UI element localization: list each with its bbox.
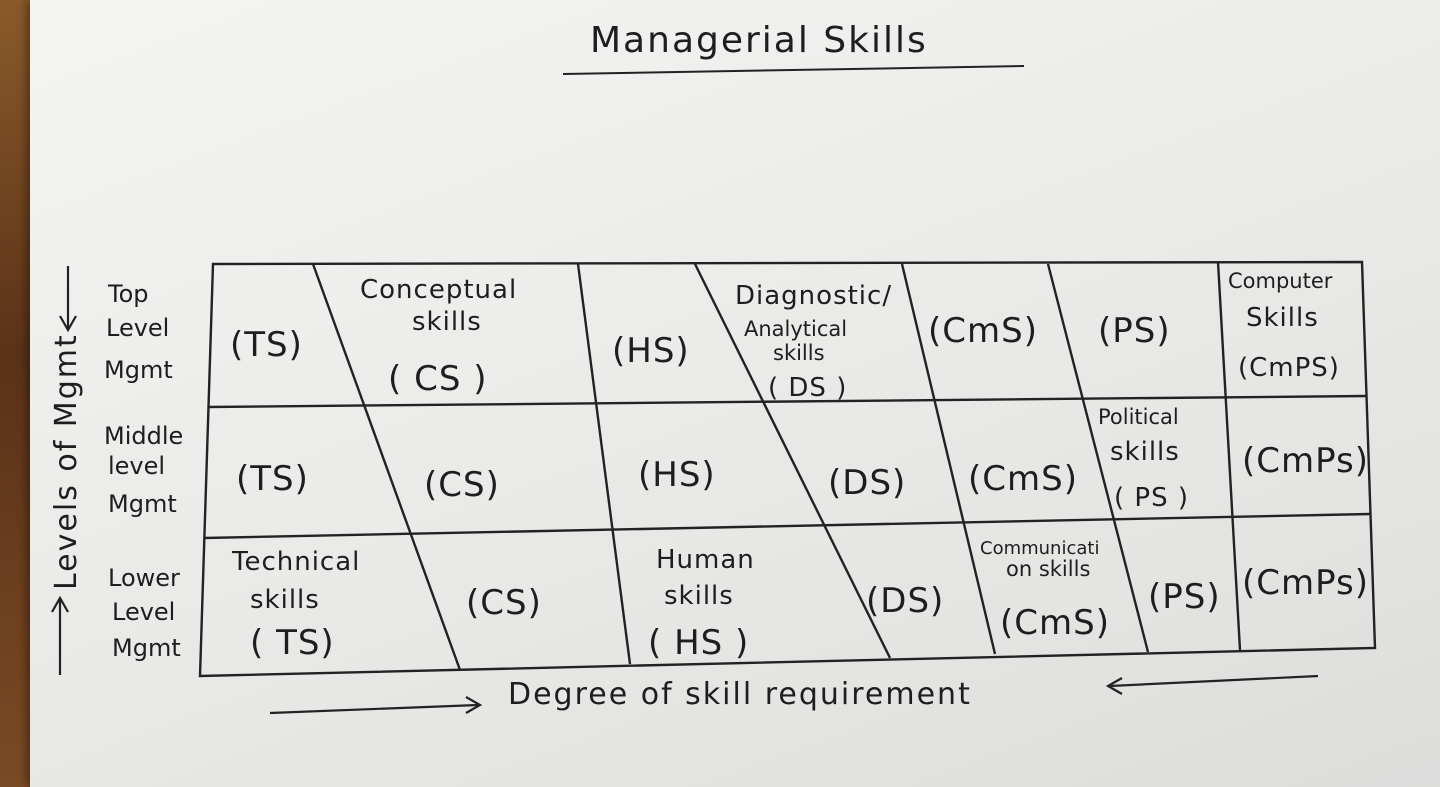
- lower-cs: (CS): [466, 583, 542, 623]
- middle-cs: (CS): [424, 465, 500, 505]
- svg-text:on skills: on skills: [1006, 557, 1090, 581]
- svg-text:Communicati: Communicati: [980, 538, 1099, 559]
- separator-cs-hs: [576, 263, 632, 665]
- top-ps: (PS): [1098, 311, 1171, 351]
- svg-text:Human: Human: [656, 545, 755, 575]
- lower-ps: (PS): [1148, 577, 1221, 617]
- svg-text:Mgmt: Mgmt: [108, 490, 177, 518]
- middle-ds: (DS): [828, 463, 906, 503]
- diagram-title: Managerial Skills: [590, 20, 928, 61]
- separator-ps-cmps: [1216, 261, 1242, 651]
- svg-text:skills: skills: [1110, 437, 1180, 467]
- svg-text:( PS ): ( PS ): [1114, 483, 1189, 513]
- row-label-middle: Middle level Mgmt: [104, 422, 183, 518]
- svg-text:( DS ): ( DS ): [768, 373, 847, 403]
- svg-text:skills: skills: [250, 585, 320, 615]
- svg-text:Level: Level: [112, 598, 175, 626]
- separator-ts-cs: [311, 263, 462, 671]
- grid-lines: [198, 260, 1377, 678]
- middle-ts: (TS): [236, 459, 309, 499]
- svg-text:Lower: Lower: [108, 564, 180, 592]
- row-divider-2: [203, 512, 1371, 540]
- svg-text:(CmPS): (CmPS): [1238, 353, 1340, 383]
- top-ts: (TS): [230, 325, 303, 365]
- lower-cms: Communicati on skills (CmS): [980, 538, 1110, 643]
- top-cs: Conceptual skills ( CS ): [360, 275, 517, 399]
- svg-text:( CS ): ( CS ): [388, 359, 487, 399]
- svg-text:Political: Political: [1098, 405, 1179, 429]
- svg-text:(CmS): (CmS): [1000, 603, 1110, 643]
- separator-hs-ds: [693, 263, 892, 659]
- row-label-lower: Lower Level Mgmt: [108, 564, 181, 662]
- top-cmps: Computer Skills (CmPS): [1228, 269, 1340, 383]
- lower-hs: Human skills ( HS ): [648, 545, 755, 663]
- top-cms: (CmS): [928, 311, 1038, 351]
- svg-text:Skills: Skills: [1246, 303, 1319, 333]
- x-axis-label: Degree of skill requirement: [508, 677, 972, 712]
- separator-ds-cms: [900, 263, 997, 655]
- svg-text:Mgmt: Mgmt: [104, 356, 173, 384]
- y-axis-arrow-down: [59, 266, 77, 333]
- title-underline: [562, 65, 1025, 75]
- svg-text:skills: skills: [773, 341, 825, 365]
- svg-text:Level: Level: [106, 314, 169, 342]
- top-ds: Diagnostic/ Analytical skills ( DS ): [735, 281, 892, 403]
- y-axis-arrow-up: [51, 595, 69, 675]
- middle-hs: (HS): [638, 455, 716, 495]
- svg-text:Middle: Middle: [104, 422, 183, 450]
- svg-text:Mgmt: Mgmt: [112, 634, 181, 662]
- x-axis-arrow-right: [269, 696, 483, 715]
- middle-ps: Political skills ( PS ): [1098, 405, 1189, 513]
- svg-text:( HS ): ( HS ): [648, 623, 749, 663]
- lower-ts: Technical skills ( TS): [231, 547, 360, 663]
- svg-text:Conceptual: Conceptual: [360, 275, 517, 305]
- svg-text:skills: skills: [664, 581, 734, 611]
- middle-cms: (CmS): [968, 459, 1078, 499]
- svg-text:( TS): ( TS): [250, 623, 335, 663]
- paper-sheet: [30, 0, 1440, 787]
- row-label-top: Top Level Mgmt: [104, 280, 173, 384]
- middle-cmps: (CmPs): [1242, 441, 1369, 481]
- row-divider-1: [207, 394, 1367, 409]
- svg-text:Diagnostic/: Diagnostic/: [735, 281, 892, 311]
- svg-text:level: level: [108, 452, 165, 480]
- svg-text:Computer: Computer: [1228, 269, 1333, 293]
- x-axis-arrow-left: [1105, 674, 1319, 695]
- svg-text:Technical: Technical: [231, 547, 360, 577]
- svg-text:skills: skills: [412, 307, 482, 337]
- y-axis-label: Levels of Mgmt: [49, 333, 84, 590]
- separator-cms-ps: [1046, 263, 1150, 653]
- lower-cmps: (CmPs): [1242, 563, 1369, 603]
- top-hs: (HS): [612, 331, 690, 371]
- svg-text:Analytical: Analytical: [744, 317, 847, 341]
- lower-ds: (DS): [866, 581, 944, 621]
- svg-text:Top: Top: [107, 280, 149, 308]
